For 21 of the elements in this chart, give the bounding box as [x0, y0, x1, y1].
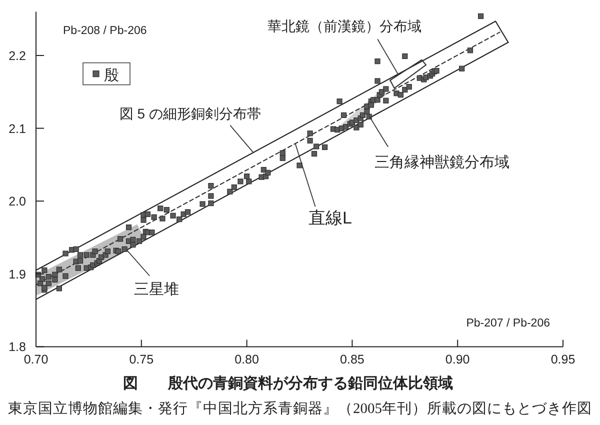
x-tick-label: 0.80 — [234, 352, 260, 367]
text: 図 殷代の青銅資料が分布する鉛同位体比領域 — [123, 375, 453, 392]
annotation: 図 5 の細形銅剣分布帯 — [119, 105, 261, 122]
x-axis-title: Pb-207 / Pb-206 — [466, 318, 550, 330]
x-tick-label: 0.90 — [445, 352, 470, 367]
text: 東京国立博物館編集・発行『中国北方系青銅器』（2005年刊）所載の図にもとづき作図 — [8, 400, 592, 417]
y-tick-label: 2.0 — [8, 194, 26, 209]
y-axis-title: Pb-208 / Pb-206 — [63, 24, 147, 37]
y-tick-label: 1.9 — [8, 267, 26, 282]
annotation: 華北鏡（前漢鏡）分布域 — [268, 18, 422, 34]
y-tick-label: 2.2 — [8, 48, 26, 63]
annotation: 三星堆 — [134, 280, 180, 298]
x-tick-label: 0.70 — [24, 352, 48, 367]
legend-label: 殷 — [104, 66, 119, 84]
x-tick-label: 0.95 — [550, 352, 576, 367]
y-tick-label: 1.8 — [8, 340, 26, 354]
annotation: 三角縁神獣鏡分布域 — [374, 154, 510, 171]
x-tick-label: 0.85 — [340, 352, 364, 367]
y-tick-label: 2.1 — [8, 122, 26, 136]
x-tick-label: 0.75 — [129, 352, 154, 367]
annotation: 直線L — [308, 208, 352, 228]
